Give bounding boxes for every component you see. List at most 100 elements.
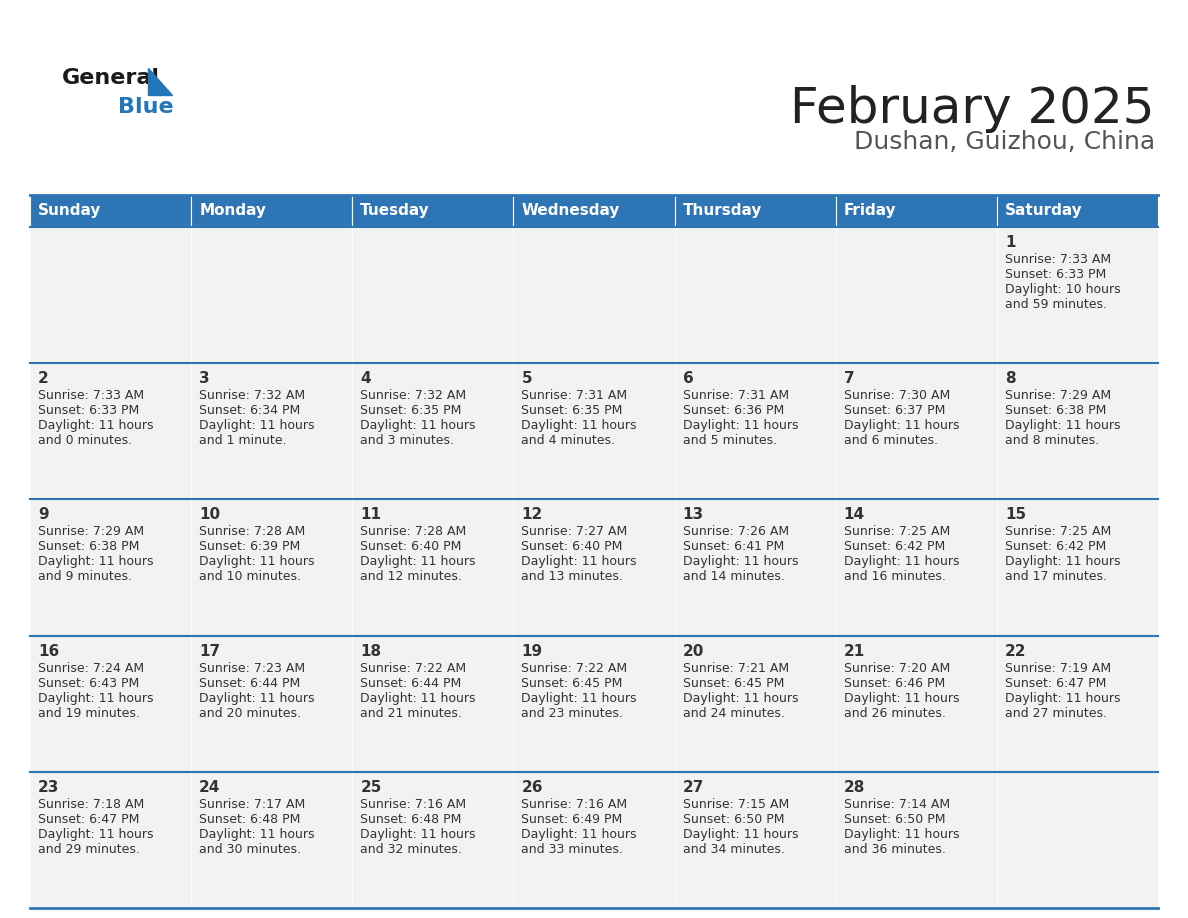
Text: and 13 minutes.: and 13 minutes. (522, 570, 624, 584)
Text: 19: 19 (522, 644, 543, 658)
Text: Sunrise: 7:29 AM: Sunrise: 7:29 AM (38, 525, 144, 538)
Text: 25: 25 (360, 779, 381, 795)
Text: and 17 minutes.: and 17 minutes. (1005, 570, 1107, 584)
Text: Sunset: 6:50 PM: Sunset: 6:50 PM (843, 812, 946, 826)
Bar (835, 499, 997, 635)
Text: Sunset: 6:35 PM: Sunset: 6:35 PM (522, 404, 623, 417)
Text: Daylight: 11 hours: Daylight: 11 hours (522, 555, 637, 568)
Text: and 5 minutes.: and 5 minutes. (683, 434, 777, 447)
Text: Sunset: 6:37 PM: Sunset: 6:37 PM (843, 404, 946, 417)
Text: Sunrise: 7:26 AM: Sunrise: 7:26 AM (683, 525, 789, 538)
Bar (353, 227, 513, 364)
Text: and 30 minutes.: and 30 minutes. (200, 843, 301, 856)
Text: Sunset: 6:41 PM: Sunset: 6:41 PM (683, 541, 784, 554)
Text: Daylight: 11 hours: Daylight: 11 hours (38, 420, 153, 432)
Text: Daylight: 11 hours: Daylight: 11 hours (843, 555, 959, 568)
Text: Sunrise: 7:19 AM: Sunrise: 7:19 AM (1005, 662, 1111, 675)
Bar (513, 635, 675, 772)
Text: Sunrise: 7:22 AM: Sunrise: 7:22 AM (360, 662, 467, 675)
Bar (353, 635, 513, 772)
Text: Daylight: 10 hours: Daylight: 10 hours (1005, 283, 1120, 296)
Text: 18: 18 (360, 644, 381, 658)
Bar (30, 772, 191, 908)
Text: Daylight: 11 hours: Daylight: 11 hours (522, 420, 637, 432)
Text: and 24 minutes.: and 24 minutes. (683, 707, 784, 720)
Bar (997, 499, 1158, 635)
Text: 14: 14 (843, 508, 865, 522)
Text: Friday: Friday (843, 204, 896, 218)
Text: 3: 3 (200, 371, 210, 386)
Text: and 33 minutes.: and 33 minutes. (522, 843, 624, 856)
Text: Sunset: 6:43 PM: Sunset: 6:43 PM (38, 677, 139, 689)
Text: Daylight: 11 hours: Daylight: 11 hours (683, 420, 798, 432)
Text: 16: 16 (38, 644, 59, 658)
Bar (997, 195, 1158, 227)
Text: Daylight: 11 hours: Daylight: 11 hours (360, 420, 475, 432)
Text: 13: 13 (683, 508, 703, 522)
Text: Daylight: 11 hours: Daylight: 11 hours (360, 828, 475, 841)
Text: 10: 10 (200, 508, 220, 522)
Text: Sunrise: 7:16 AM: Sunrise: 7:16 AM (360, 798, 467, 811)
Bar (191, 195, 353, 227)
Text: Sunrise: 7:33 AM: Sunrise: 7:33 AM (1005, 253, 1111, 266)
Bar (191, 364, 353, 499)
Text: and 1 minute.: and 1 minute. (200, 434, 286, 447)
Text: and 36 minutes.: and 36 minutes. (843, 843, 946, 856)
Text: 4: 4 (360, 371, 371, 386)
Bar (675, 772, 835, 908)
Text: Sunrise: 7:21 AM: Sunrise: 7:21 AM (683, 662, 789, 675)
Text: 20: 20 (683, 644, 704, 658)
Text: 17: 17 (200, 644, 220, 658)
Text: and 20 minutes.: and 20 minutes. (200, 707, 301, 720)
Text: 21: 21 (843, 644, 865, 658)
Bar (675, 364, 835, 499)
Text: Daylight: 11 hours: Daylight: 11 hours (200, 420, 315, 432)
Text: Sunset: 6:44 PM: Sunset: 6:44 PM (360, 677, 461, 689)
Text: and 12 minutes.: and 12 minutes. (360, 570, 462, 584)
Text: Sunrise: 7:27 AM: Sunrise: 7:27 AM (522, 525, 627, 538)
Text: and 21 minutes.: and 21 minutes. (360, 707, 462, 720)
Text: Daylight: 11 hours: Daylight: 11 hours (38, 555, 153, 568)
Text: and 10 minutes.: and 10 minutes. (200, 570, 301, 584)
Text: Sunset: 6:36 PM: Sunset: 6:36 PM (683, 404, 784, 417)
Text: Sunset: 6:44 PM: Sunset: 6:44 PM (200, 677, 301, 689)
Text: 12: 12 (522, 508, 543, 522)
Text: and 8 minutes.: and 8 minutes. (1005, 434, 1099, 447)
Text: Saturday: Saturday (1005, 204, 1082, 218)
Text: Sunset: 6:38 PM: Sunset: 6:38 PM (1005, 404, 1106, 417)
Text: Sunset: 6:49 PM: Sunset: 6:49 PM (522, 812, 623, 826)
Text: Thursday: Thursday (683, 204, 762, 218)
Text: Daylight: 11 hours: Daylight: 11 hours (38, 828, 153, 841)
Text: and 3 minutes.: and 3 minutes. (360, 434, 454, 447)
Text: Daylight: 11 hours: Daylight: 11 hours (200, 555, 315, 568)
Text: Daylight: 11 hours: Daylight: 11 hours (683, 828, 798, 841)
Text: Sunrise: 7:33 AM: Sunrise: 7:33 AM (38, 389, 144, 402)
Text: and 29 minutes.: and 29 minutes. (38, 843, 140, 856)
Text: Sunset: 6:45 PM: Sunset: 6:45 PM (522, 677, 623, 689)
Text: Sunrise: 7:29 AM: Sunrise: 7:29 AM (1005, 389, 1111, 402)
Bar (191, 635, 353, 772)
Bar (353, 499, 513, 635)
Text: Sunset: 6:48 PM: Sunset: 6:48 PM (200, 812, 301, 826)
Text: Sunset: 6:33 PM: Sunset: 6:33 PM (1005, 268, 1106, 281)
Bar (30, 227, 191, 364)
Text: and 59 minutes.: and 59 minutes. (1005, 298, 1107, 311)
Text: Daylight: 11 hours: Daylight: 11 hours (683, 555, 798, 568)
Bar (835, 772, 997, 908)
Text: 27: 27 (683, 779, 704, 795)
Text: 24: 24 (200, 779, 221, 795)
Text: Tuesday: Tuesday (360, 204, 430, 218)
Bar (675, 195, 835, 227)
Text: Sunset: 6:46 PM: Sunset: 6:46 PM (843, 677, 944, 689)
Text: Dushan, Guizhou, China: Dushan, Guizhou, China (854, 130, 1155, 154)
Bar (30, 499, 191, 635)
Text: Sunset: 6:45 PM: Sunset: 6:45 PM (683, 677, 784, 689)
Text: Daylight: 11 hours: Daylight: 11 hours (200, 828, 315, 841)
Text: Daylight: 11 hours: Daylight: 11 hours (522, 828, 637, 841)
Text: February 2025: February 2025 (790, 85, 1155, 133)
Text: 5: 5 (522, 371, 532, 386)
Text: Sunrise: 7:31 AM: Sunrise: 7:31 AM (683, 389, 789, 402)
Bar (191, 499, 353, 635)
Text: and 9 minutes.: and 9 minutes. (38, 570, 132, 584)
Text: and 26 minutes.: and 26 minutes. (843, 707, 946, 720)
